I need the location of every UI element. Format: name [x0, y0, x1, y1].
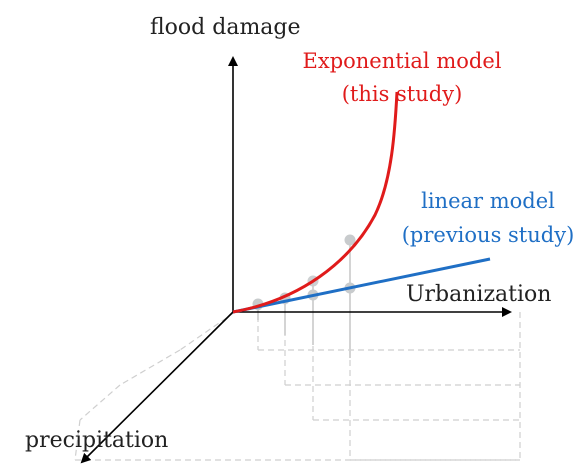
axes: [80, 56, 512, 464]
point-drop-lines: [257, 240, 351, 358]
linear-model-label-line2: (previous study): [402, 223, 575, 247]
exponential-model-label-line2: (this study): [342, 82, 463, 106]
axis-precipitation: [80, 311, 234, 464]
exponential-model-label-line1: Exponential model: [303, 49, 502, 73]
exponential-model-curve: [232, 91, 399, 314]
linear-model-label-line1: linear model: [421, 189, 555, 213]
axis-label-flood-damage: flood damage: [150, 15, 301, 40]
axis-label-precipitation: precipitation: [25, 428, 168, 453]
projection-guides: [74, 290, 521, 461]
axis-label-urbanization: Urbanization: [406, 282, 551, 307]
linear-model-line: [232, 257, 491, 314]
data-point: [344, 234, 356, 246]
data-points: [252, 234, 356, 311]
